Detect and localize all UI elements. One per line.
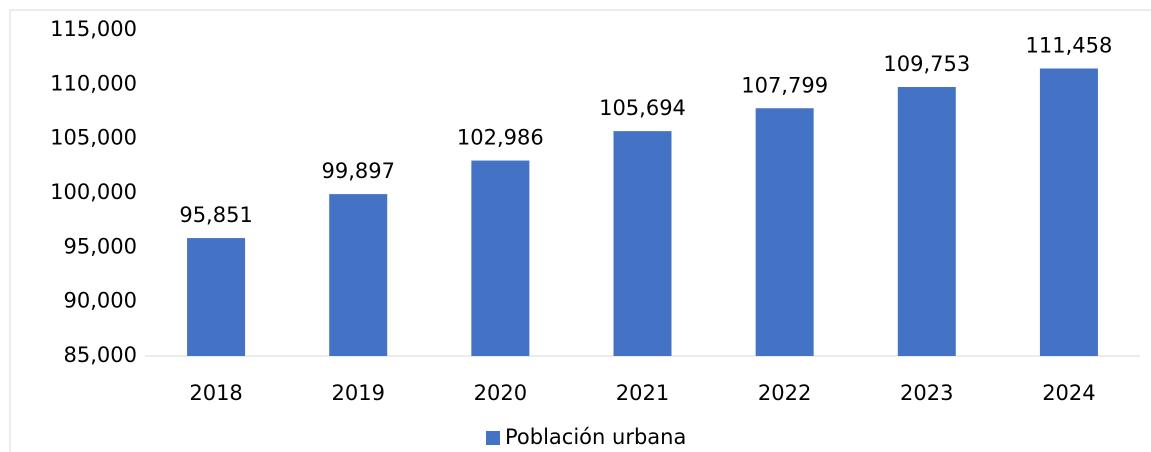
y-tick-label: 110,000 bbox=[50, 71, 137, 95]
chart-frame bbox=[9, 9, 1151, 452]
bar bbox=[755, 108, 814, 356]
bar bbox=[471, 160, 530, 356]
y-tick-label: 100,000 bbox=[50, 180, 137, 204]
bar bbox=[1039, 68, 1098, 356]
y-tick-label: 115,000 bbox=[50, 17, 137, 41]
data-label: 102,986 bbox=[457, 126, 544, 150]
data-label: 111,458 bbox=[1026, 33, 1113, 57]
legend-label: Población urbana bbox=[505, 425, 686, 449]
x-tick-label: 2018 bbox=[189, 381, 242, 405]
x-tick-label: 2024 bbox=[1042, 381, 1095, 405]
bar bbox=[613, 131, 672, 356]
bar bbox=[897, 87, 956, 357]
x-tick-label: 2021 bbox=[616, 381, 669, 405]
y-tick-label: 85,000 bbox=[64, 343, 137, 367]
data-label: 105,694 bbox=[599, 96, 686, 120]
data-label: 107,799 bbox=[741, 73, 828, 97]
data-label: 95,851 bbox=[179, 203, 252, 227]
x-tick-label: 2019 bbox=[331, 381, 384, 405]
data-label: 99,897 bbox=[321, 159, 394, 183]
y-tick-label: 90,000 bbox=[64, 289, 137, 313]
data-label: 109,753 bbox=[883, 52, 970, 76]
y-tick-label: 95,000 bbox=[64, 234, 137, 258]
x-tick-label: 2022 bbox=[758, 381, 811, 405]
legend-swatch bbox=[486, 431, 500, 445]
x-tick-label: 2023 bbox=[900, 381, 953, 405]
bar bbox=[187, 238, 246, 356]
bar bbox=[329, 194, 388, 356]
y-tick-label: 105,000 bbox=[50, 126, 137, 150]
x-tick-label: 2020 bbox=[474, 381, 527, 405]
